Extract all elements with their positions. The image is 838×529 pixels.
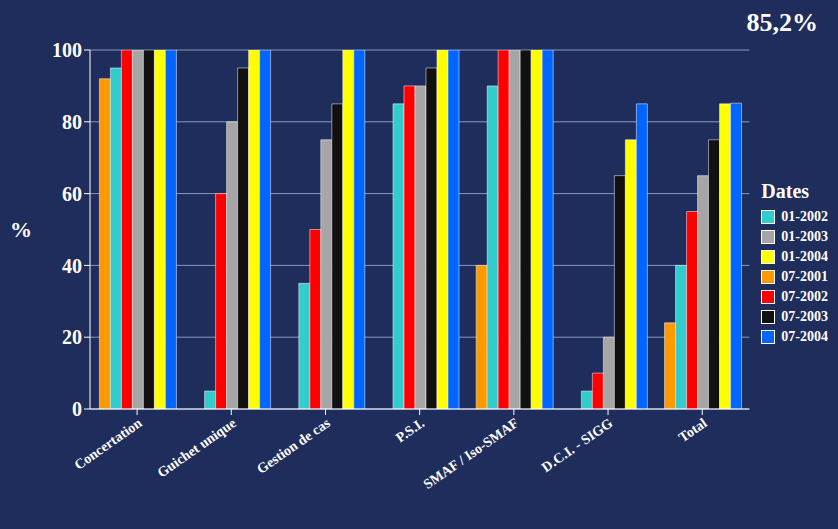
svg-text:Gestion de cas: Gestion de cas xyxy=(254,415,333,477)
svg-text:Guichet unique: Guichet unique xyxy=(155,415,239,480)
svg-text:D.C.I. - SIGG: D.C.I. - SIGG xyxy=(539,415,616,475)
html-text:Dates: Dates xyxy=(761,180,810,202)
svg-text:20: 20 xyxy=(62,326,82,348)
html-text:07-2004: 07-2004 xyxy=(781,329,828,344)
svg-text:80: 80 xyxy=(62,111,82,133)
svg-text:40: 40 xyxy=(62,255,82,277)
svg-text:SMAF / Iso-SMAF: SMAF / Iso-SMAF xyxy=(421,415,522,492)
html-text:07-2002: 07-2002 xyxy=(781,289,828,304)
html-text:85,2%: 85,2% xyxy=(746,8,818,37)
svg-text:P.S.I.: P.S.I. xyxy=(393,415,427,445)
html-text:01-2004: 01-2004 xyxy=(781,249,828,264)
svg-text:%: % xyxy=(10,217,32,242)
svg-text:60: 60 xyxy=(62,183,82,205)
html-text:01-2002: 01-2002 xyxy=(781,209,828,224)
svg-text:Concertation: Concertation xyxy=(72,415,145,472)
html-text:07-2003: 07-2003 xyxy=(781,309,828,324)
html-text:07-2001: 07-2001 xyxy=(781,269,828,284)
svg-text:100: 100 xyxy=(52,39,82,61)
svg-text:Total: Total xyxy=(676,415,710,445)
svg-text:0: 0 xyxy=(72,398,82,420)
html-text:01-2003: 01-2003 xyxy=(781,229,828,244)
